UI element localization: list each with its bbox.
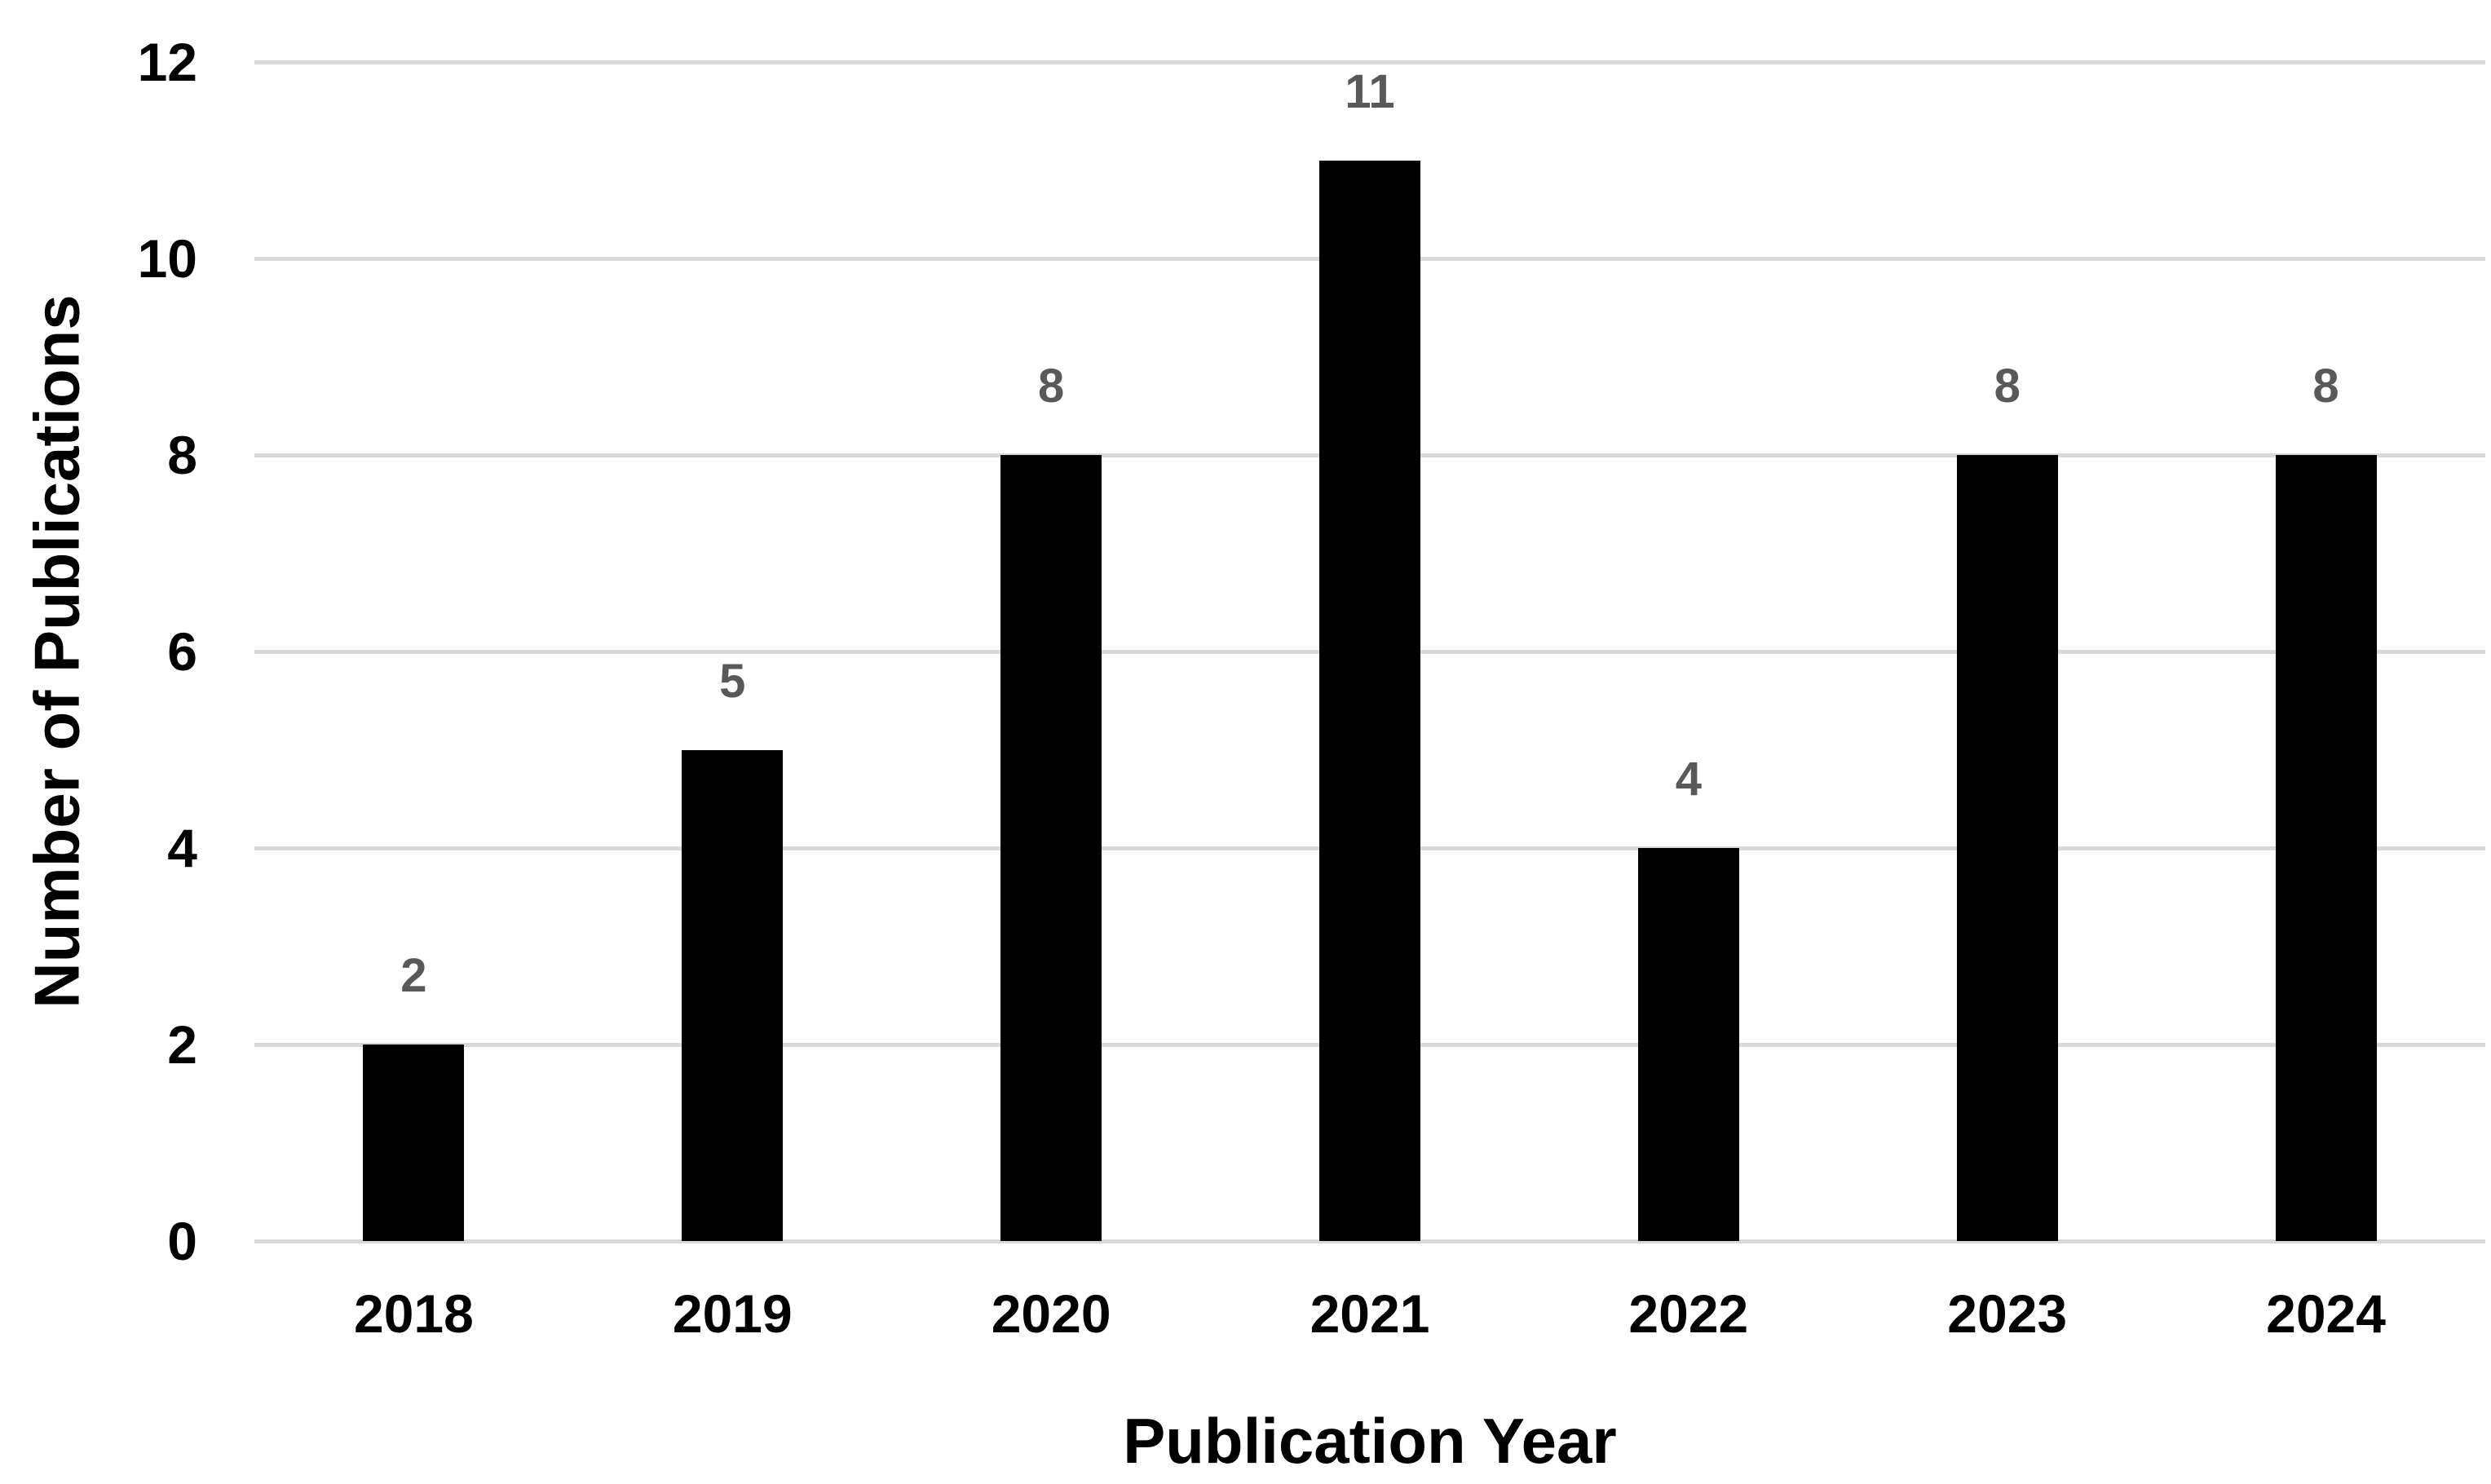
bar-value-label: 4 bbox=[1675, 753, 1702, 806]
plot-area: 2 5 8 11 4 8 8 bbox=[254, 60, 2485, 1243]
y-tick-label: 8 bbox=[167, 425, 197, 485]
bar-2020 bbox=[1000, 455, 1102, 1241]
gridline-y-12 bbox=[254, 60, 2485, 64]
bar-value-label: 2 bbox=[400, 949, 427, 1002]
gridline-y-0 bbox=[254, 1239, 2485, 1243]
bar-2018 bbox=[363, 1045, 465, 1241]
bar-2024 bbox=[2275, 455, 2377, 1241]
x-tick-label: 2022 bbox=[1628, 1283, 1749, 1344]
x-tick-label: 2021 bbox=[1310, 1283, 1430, 1344]
bar-value-label: 11 bbox=[1345, 64, 1395, 118]
bar-value-label: 8 bbox=[2312, 360, 2339, 413]
x-axis: 2018 2019 2020 2021 2022 2023 2024 bbox=[254, 1287, 2485, 1360]
x-tick-label: 2020 bbox=[991, 1283, 1111, 1344]
bar-2021 bbox=[1319, 160, 1420, 1241]
x-tick-label: 2019 bbox=[672, 1283, 793, 1344]
y-tick-label: 6 bbox=[167, 621, 197, 682]
y-tick-label: 0 bbox=[167, 1211, 197, 1271]
bar-value-label: 8 bbox=[1038, 360, 1065, 413]
bar-2022 bbox=[1637, 848, 1739, 1241]
y-tick-label: 12 bbox=[137, 32, 197, 92]
bar-2023 bbox=[1956, 455, 2058, 1241]
y-axis: 0 2 4 6 8 10 12 bbox=[0, 35, 197, 1268]
x-tick-label: 2024 bbox=[2266, 1283, 2386, 1344]
x-tick-label: 2018 bbox=[354, 1283, 474, 1344]
bar-value-label: 5 bbox=[719, 654, 746, 708]
y-tick-label: 4 bbox=[167, 818, 197, 878]
bar-2019 bbox=[682, 749, 784, 1241]
bar-value-label: 8 bbox=[1994, 360, 2021, 413]
x-tick-label: 2023 bbox=[1947, 1283, 2068, 1344]
y-tick-label: 10 bbox=[137, 228, 197, 289]
y-tick-label: 2 bbox=[167, 1014, 197, 1075]
x-axis-title: Publication Year bbox=[1123, 1405, 1617, 1477]
